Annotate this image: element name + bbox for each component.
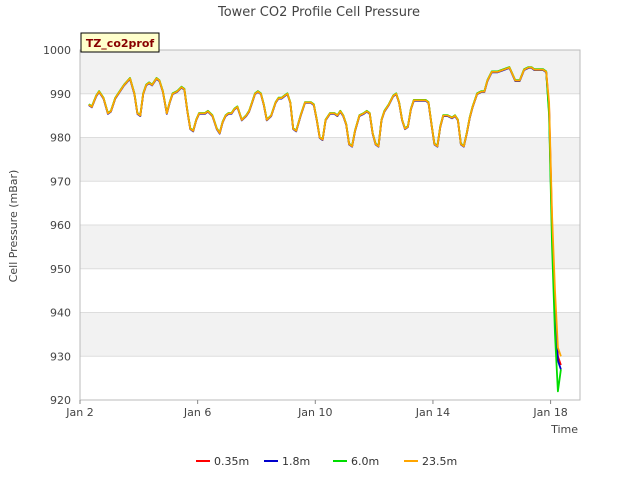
plot-band xyxy=(80,312,580,357)
y-tick-label: 1000 xyxy=(43,44,71,57)
y-tick-label: 980 xyxy=(50,132,71,145)
legend-label-23-5m: 23.5m xyxy=(422,455,457,468)
y-axis-ticks: 920 930 940 950 960 970 980 990 1000 xyxy=(43,44,71,407)
y-axis-label: Cell Pressure (mBar) xyxy=(7,170,20,283)
plot-band xyxy=(80,181,580,225)
plot-band xyxy=(80,356,580,400)
y-tick-label: 950 xyxy=(50,263,71,276)
x-tick-label: Jan 2 xyxy=(65,406,93,419)
x-axis-label: Time xyxy=(550,423,578,436)
y-tick-label: 930 xyxy=(50,350,71,363)
legend-label-0-35m: 0.35m xyxy=(214,455,249,468)
x-tick-label: Jan 6 xyxy=(183,406,211,419)
plot-frame xyxy=(79,49,581,401)
y-tick-label: 960 xyxy=(50,219,71,232)
y-tick-label: 920 xyxy=(50,394,71,407)
site-tag: TZ_co2prof xyxy=(80,32,160,53)
series-lines xyxy=(88,66,562,393)
chart-title: Tower CO2 Profile Cell Pressure xyxy=(217,5,420,20)
y-tick-label: 940 xyxy=(50,307,71,320)
y-tick-label: 990 xyxy=(50,88,71,101)
site-tag-box xyxy=(80,32,160,53)
site-tag-label: TZ_co2prof xyxy=(86,37,155,50)
legend-label-1-8m: 1.8m xyxy=(282,455,310,468)
legend: 0.35m 1.8m 6.0m 23.5m xyxy=(196,455,457,468)
x-tick-label: Jan 10 xyxy=(297,406,332,419)
x-tick-label: Jan 14 xyxy=(415,406,450,419)
x-axis-ticks: Jan 2 Jan 6 Jan 10 Jan 14 Jan 18 xyxy=(65,400,568,419)
plot-band xyxy=(80,137,580,182)
plot-band xyxy=(80,93,580,138)
plot-band xyxy=(80,268,580,313)
series-line-23-5m xyxy=(88,66,562,357)
plot-band xyxy=(80,225,580,269)
x-tick-label: Jan 18 xyxy=(532,406,567,419)
plot-background-bands xyxy=(80,50,580,400)
legend-label-6-0m: 6.0m xyxy=(351,455,379,468)
plot-band xyxy=(80,50,580,94)
y-tick-label: 970 xyxy=(50,175,71,188)
